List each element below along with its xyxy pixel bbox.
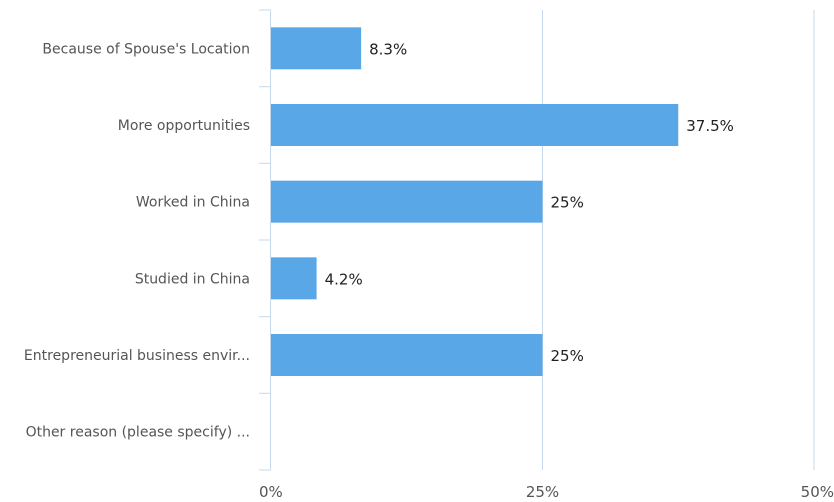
data-label: 4.2% — [325, 270, 363, 288]
category-label: Other reason (please specify) ... — [26, 425, 250, 441]
bar-4 — [271, 334, 543, 376]
bar-0 — [271, 27, 362, 70]
labels: 0% 25% 50% Because of Spouse's Location 8.3%… — [24, 40, 834, 501]
bar-1 — [271, 104, 679, 146]
category-label: Worked in China — [136, 195, 250, 211]
data-label: 25% — [551, 194, 584, 212]
category-label: More opportunities — [118, 118, 250, 134]
data-label: 37.5% — [686, 117, 734, 135]
category-label: Entrepreneurial business envir... — [24, 348, 250, 364]
category-axis — [259, 9, 271, 471]
grid-lines — [542, 10, 815, 470]
bar-3 — [271, 257, 317, 300]
data-label: 25% — [551, 347, 584, 365]
category-label: Studied in China — [135, 271, 250, 287]
x-tick-label: 25% — [526, 483, 559, 501]
bar-2 — [271, 180, 543, 223]
x-tick-label: 50% — [801, 483, 834, 501]
bars — [271, 27, 679, 376]
category-label: Because of Spouse's Location — [42, 41, 250, 57]
x-tick-label: 0% — [259, 483, 283, 501]
data-label: 8.3% — [369, 40, 407, 58]
